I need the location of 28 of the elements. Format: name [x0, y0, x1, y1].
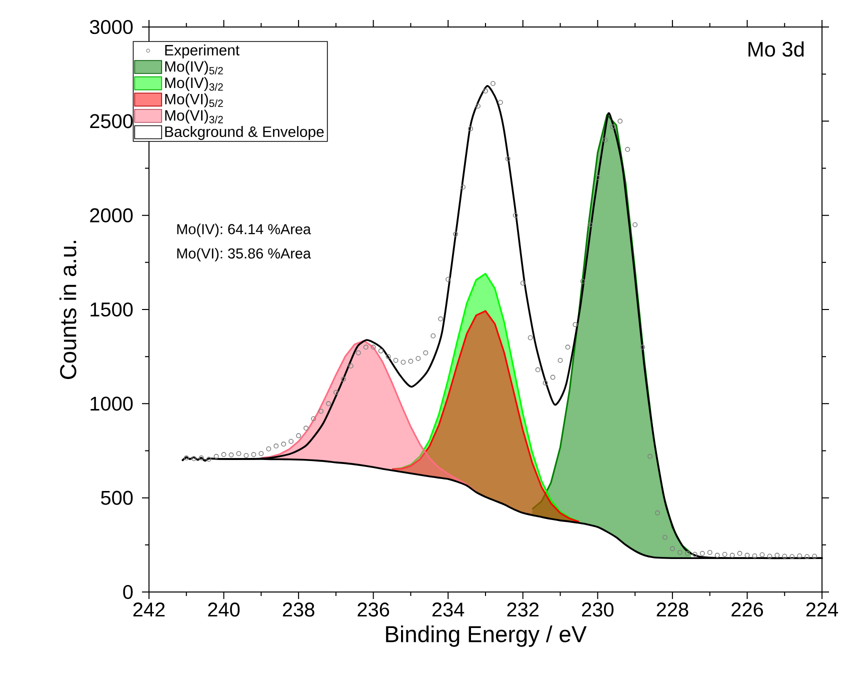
- x-tick-label: 240: [208, 602, 240, 617]
- x-tick-label: 228: [656, 602, 688, 617]
- x-tick-label: 242: [133, 602, 165, 616]
- y-tick-label: 500: [101, 490, 133, 505]
- annotation: Mo(IV): 64.14 %Area: [177, 224, 311, 238]
- annotation: Mo 3d: [748, 41, 804, 57]
- x-tick-label: 236: [358, 602, 390, 617]
- legend-label: Experiment: [165, 44, 240, 58]
- y-axis-title: Counts in a.u.: [59, 240, 76, 380]
- y-tick-label: 0: [123, 584, 133, 600]
- x-axis-title: Binding Energy / eV: [386, 625, 587, 647]
- legend-label: Mo(VI)$_{5/2}$: [165, 93, 223, 108]
- y-tick-label: 2500: [90, 114, 133, 128]
- legend-label: Mo(IV)$_{5/2}$: [165, 60, 223, 75]
- x-tick-label: 232: [507, 602, 538, 617]
- x-tick-label: 230: [582, 602, 614, 617]
- x-tick-label: 234: [432, 602, 464, 617]
- y-tick-label: 3000: [90, 20, 133, 34]
- legend-label: Background & Envelope: [165, 126, 324, 140]
- legend-label: Mo(IV)$_{3/2}$: [165, 77, 223, 92]
- y-tick-label: 1000: [90, 396, 133, 411]
- legend-label: Mo(VI)$_{3/2}$: [165, 110, 223, 124]
- x-tick-label: 226: [732, 602, 763, 617]
- y-tick-label: 1500: [90, 302, 133, 317]
- y-tick-label: 2000: [90, 208, 133, 222]
- x-tick-label: 224: [806, 602, 838, 616]
- x-tick-label: 238: [282, 602, 314, 617]
- annotation: Mo(VI): 35.86 %Area: [177, 248, 311, 262]
